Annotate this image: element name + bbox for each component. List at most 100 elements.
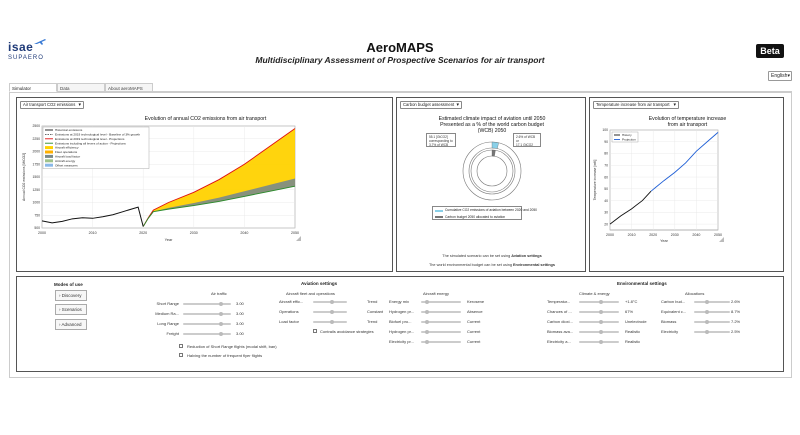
language-select[interactable]: English ▾ — [768, 71, 792, 81]
halving-frequent-flyer-checkbox[interactable] — [179, 353, 183, 357]
reduction-short-range-checkbox[interactable] — [179, 344, 183, 348]
slider-handle[interactable] — [330, 310, 334, 314]
setting-slider[interactable] — [183, 322, 231, 326]
setting-value: 3.00 — [236, 301, 244, 306]
slider-handle[interactable] — [599, 340, 603, 344]
aircraft-efficiency-area — [143, 128, 295, 227]
tab-about[interactable]: About aeroMAPS — [105, 83, 153, 92]
setting-slider[interactable] — [421, 320, 461, 324]
setting-slider[interactable] — [183, 332, 231, 336]
legend-label: Aircraft efficiency — [55, 146, 79, 150]
slider-handle[interactable] — [425, 340, 429, 344]
setting-slider[interactable] — [421, 300, 461, 304]
slider-handle[interactable] — [330, 300, 334, 304]
budget-legend-item: Cumulative CO2 emissions of aviation bet… — [445, 208, 538, 212]
slider-handle[interactable] — [330, 320, 334, 324]
setting-slider[interactable] — [694, 330, 730, 334]
setting-label: Chances of ... — [547, 309, 572, 314]
slider-handle[interactable] — [599, 330, 603, 334]
setting-slider[interactable] — [183, 302, 231, 306]
slider-handle[interactable] — [704, 300, 709, 304]
setting-label: Energy mix — [389, 299, 410, 304]
annotation-right-line: 17.1 GtCO2 — [516, 143, 534, 147]
inner-ring-inner — [476, 155, 508, 187]
slider-handle[interactable] — [704, 310, 709, 314]
setting-slider[interactable] — [579, 300, 619, 304]
slider-handle[interactable] — [704, 330, 709, 334]
slider-handle[interactable] — [599, 320, 603, 324]
discovery-button[interactable]: › Discovery — [55, 290, 87, 301]
contrails-checkbox[interactable] — [313, 329, 317, 333]
aviation-settings-title: Aviation settings — [301, 281, 338, 286]
legend-label: History — [622, 133, 632, 137]
setting-value: 67% — [625, 309, 634, 314]
tab-data[interactable]: Data — [57, 83, 105, 92]
x-tick-label: 2040 — [240, 231, 248, 235]
y-tick-label: 60 — [604, 175, 608, 179]
chevron-right-icon: › — [59, 322, 61, 327]
y-tick-label: 70 — [604, 163, 608, 167]
setting-slider[interactable] — [694, 300, 730, 304]
setting-value: Constant — [367, 309, 384, 314]
setting-slider[interactable] — [421, 330, 461, 334]
setting-slider[interactable] — [694, 310, 730, 314]
projection-line — [650, 132, 719, 192]
y-tick-label: 30 — [604, 211, 608, 215]
setting-slider[interactable] — [421, 340, 461, 344]
tab-simulator[interactable]: Simulator — [9, 83, 57, 92]
fleet-operations-title: Aircraft fleet and operations — [286, 291, 335, 296]
slider-handle[interactable] — [425, 330, 429, 334]
note-link: Aviation settings — [511, 254, 542, 258]
slider-handle[interactable] — [425, 300, 429, 304]
setting-label: Temperatur... — [547, 299, 571, 304]
legend-label: Historical emissions — [55, 128, 83, 132]
setting-slider[interactable] — [313, 320, 347, 324]
select-value: Carbon budget assessment — [403, 102, 455, 107]
slider-handle[interactable] — [599, 310, 603, 314]
setting-value: Unelectrode — [625, 319, 647, 324]
scenarios-button[interactable]: › Scenarios — [55, 304, 87, 315]
carbon-budget-panel: Carbon budget assessment Estimated clima… — [396, 97, 586, 272]
note-text: The simulated scenario can be set using — [442, 254, 512, 258]
projection-line — [142, 128, 296, 227]
y-tick-label: 40 — [604, 199, 608, 203]
budget-note-1: The simulated scenario can be set using … — [397, 254, 587, 258]
emissions-panel: Air transport CO2 emissions Evolution of… — [16, 97, 393, 272]
slider-handle[interactable] — [425, 310, 429, 314]
setting-slider[interactable] — [579, 320, 619, 324]
setting-slider[interactable] — [694, 320, 730, 324]
setting-slider[interactable] — [421, 310, 461, 314]
emissions-view-select[interactable]: Air transport CO2 emissions — [20, 101, 84, 109]
x-tick-label: 2040 — [692, 233, 700, 237]
setting-slider[interactable] — [579, 310, 619, 314]
setting-slider[interactable] — [313, 300, 347, 304]
legend-swatch — [45, 163, 53, 167]
slider-handle[interactable] — [219, 312, 223, 316]
setting-slider[interactable] — [579, 330, 619, 334]
slider-handle[interactable] — [219, 332, 223, 336]
language-value: English — [771, 73, 788, 79]
setting-slider[interactable] — [183, 312, 231, 316]
history-line — [609, 190, 652, 225]
temperature-select[interactable]: Temperature increase from air transport — [593, 101, 679, 109]
legend-swatch — [45, 146, 53, 150]
slider-handle[interactable] — [704, 320, 709, 324]
slider-handle[interactable] — [219, 322, 223, 326]
setting-label: Operations — [279, 309, 299, 314]
temp-title-line2: from air transport — [667, 122, 708, 128]
slider-handle[interactable] — [425, 320, 429, 324]
button-label: Scenarios — [61, 307, 82, 312]
x-tick-label: 2000 — [606, 233, 614, 237]
slider-handle[interactable] — [219, 302, 223, 306]
setting-label: Load factor — [279, 319, 300, 324]
setting-label: Hydrogen pr... — [389, 309, 415, 314]
legend-swatch — [435, 216, 443, 218]
setting-slider[interactable] — [579, 340, 619, 344]
carbon-budget-select[interactable]: Carbon budget assessment — [400, 101, 462, 109]
chevron-right-icon: › — [59, 293, 61, 298]
select-value: Temperature increase from air transport — [596, 102, 670, 107]
slider-handle[interactable] — [599, 300, 603, 304]
setting-slider[interactable] — [313, 310, 347, 314]
advanced-button[interactable]: › Advanced — [55, 319, 87, 330]
annotation-left-line: corresponding to — [429, 139, 453, 143]
